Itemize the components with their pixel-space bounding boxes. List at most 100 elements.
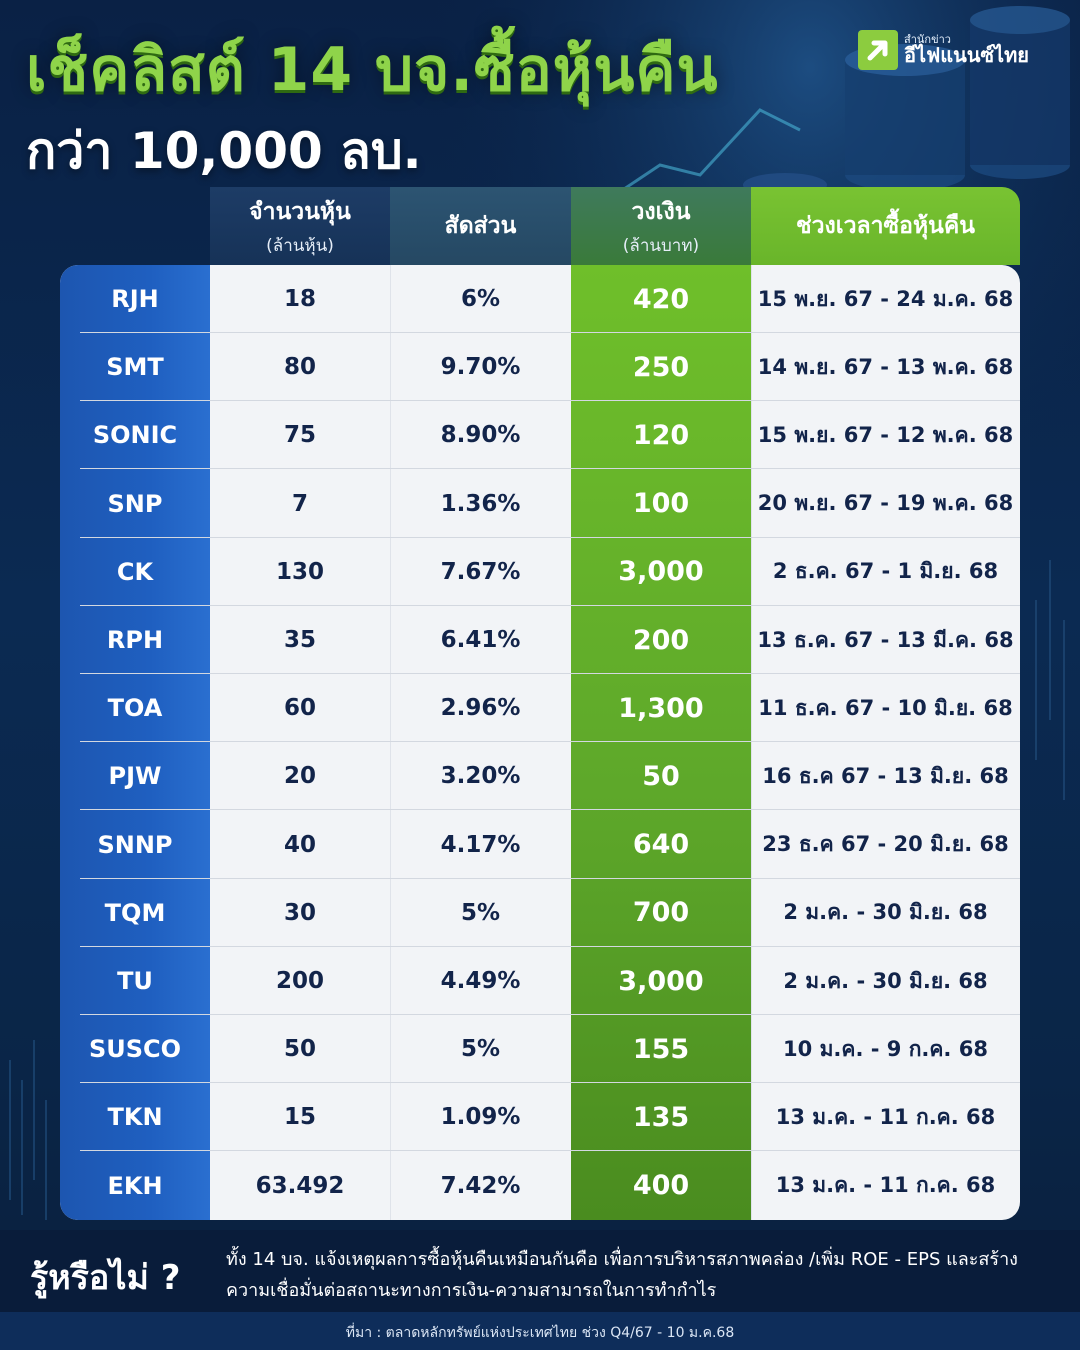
- row-divider: [80, 332, 1020, 333]
- logo-name: อีไฟแนนซ์ไทย: [904, 43, 1029, 68]
- ratio-cell: 7.42%: [440, 1172, 521, 1199]
- table-row: TOA 60 2.96% 1,300 11 ธ.ค. 67 - 10 มิ.ย. 68: [60, 674, 1020, 743]
- table-row: SONIC 75 8.90% 120 15 พ.ย. 67 - 12 พ.ค. 68: [60, 401, 1020, 470]
- shares-cell: 18: [283, 286, 316, 312]
- header-period: ช่วงเวลาซื้อหุ้นคืน: [751, 187, 1020, 265]
- ticker-cell: EKH: [107, 1171, 163, 1200]
- ratio-cell: 1.36%: [440, 490, 521, 517]
- period-cell: 10 ม.ค. - 9 ก.ค. 68: [783, 1036, 988, 1061]
- ticker-cell: CK: [116, 557, 154, 586]
- source-band: [0, 1312, 1080, 1350]
- ticker-cell: TQM: [104, 898, 166, 927]
- table-row: SUSCO 50 5% 155 10 ม.ค. - 9 ก.ค. 68: [60, 1015, 1020, 1084]
- amount-cell: 50: [642, 760, 680, 792]
- ratio-cell: 6%: [460, 286, 501, 312]
- row-divider: [80, 604, 1020, 606]
- did-you-know-label: รู้หรือไม่ ?: [30, 1258, 181, 1298]
- row-divider: [80, 536, 1020, 538]
- ticker-column-bg: [60, 265, 210, 1220]
- table-row: TQM 30 5% 700 2 ม.ค. - 30 มิ.ย. 68: [60, 879, 1020, 947]
- ticker-cell: PJW: [108, 762, 162, 791]
- table-row: RPH 35 6.41% 200 13 ธ.ค. 67 - 13 มี.ค. 68: [60, 606, 1020, 674]
- shares-cell: 20: [283, 763, 316, 790]
- period-cell: 13 ม.ค. - 11 ก.ค. 68: [775, 1173, 996, 1198]
- amount-cell: 120: [632, 419, 690, 451]
- row-divider: [80, 1150, 1020, 1152]
- ratio-cell: 4.49%: [440, 968, 521, 994]
- period-cell: 23 ธ.ค 67 - 20 มิ.ย. 68: [762, 832, 1009, 857]
- table-row: SNNP 40 4.17% 640 23 ธ.ค 67 - 20 มิ.ย. 68: [60, 811, 1020, 879]
- shares-cell: 50: [283, 1036, 316, 1063]
- row-divider: [80, 468, 1020, 470]
- header-shares: จำนวนหุ้น (ล้านหุ้น): [210, 187, 390, 265]
- shares-cell: 80: [283, 354, 316, 381]
- ratio-cell: 5%: [460, 899, 501, 926]
- shares-cell: 7: [291, 490, 308, 517]
- table-row: TU 200 4.49% 3,000 2 ม.ค. - 30 มิ.ย. 68: [60, 947, 1020, 1015]
- row-divider: [80, 1014, 1020, 1015]
- source-text: ที่มา : ตลาดหลักทรัพย์แห่งประเทศไทย ช่วง…: [345, 1325, 735, 1341]
- ratio-cell: 9.70%: [440, 354, 521, 381]
- footer-note: ทั้ง 14 บจ. แจ้งเหตุผลการซื้อหุ้นคืนเหมื…: [226, 1249, 1018, 1301]
- ticker-cell: SONIC: [92, 421, 178, 450]
- period-cell: 15 พ.ย. 67 - 12 พ.ค. 68: [757, 422, 1014, 447]
- shares-cell: 30: [283, 899, 316, 926]
- ticker-cell: SMT: [106, 353, 164, 382]
- table-row: TKN 15 1.09% 135 13 ม.ค. - 11 ก.ค. 68: [60, 1083, 1020, 1152]
- amount-cell: 100: [632, 488, 690, 520]
- ratio-cell: 2.96%: [440, 695, 521, 722]
- ratio-cell: 3.20%: [440, 763, 521, 790]
- header-ratio: สัดส่วน: [390, 187, 571, 265]
- ratio-cell: 4.17%: [440, 831, 521, 858]
- table-row: SMT 80 9.70% 250 14 พ.ย. 67 - 13 พ.ค. 68: [60, 333, 1020, 402]
- shares-cell: 40: [283, 831, 316, 858]
- amount-cell: 200: [632, 624, 690, 656]
- ticker-cell: TKN: [107, 1103, 163, 1132]
- header-amount: วงเงิน (ล้านบาท): [571, 187, 751, 265]
- amount-cell: 640: [632, 829, 690, 861]
- subtitle: กว่า 10,000 ลบ.: [26, 122, 422, 180]
- table-row: EKH 63.492 7.42% 400 13 ม.ค. - 11 ก.ค. 68: [60, 1152, 1020, 1220]
- period-cell: 15 พ.ย. 67 - 24 ม.ค. 68: [757, 286, 1014, 311]
- ticker-cell: TU: [117, 967, 153, 995]
- ticker-cell: SNP: [107, 489, 163, 518]
- row-divider: [80, 1082, 1020, 1084]
- ticker-cell: RPH: [106, 626, 164, 654]
- period-cell: 13 ม.ค. - 11 ก.ค. 68: [775, 1104, 996, 1129]
- row-divider: [80, 809, 1020, 811]
- row-divider: [80, 673, 1020, 674]
- row-divider: [80, 741, 1020, 743]
- shares-cell: 75: [283, 422, 316, 449]
- period-cell: 16 ธ.ค 67 - 13 มิ.ย. 68: [762, 763, 1009, 788]
- main-title: เช็คลิสต์ 14 บจ.ซื้อหุ้นคืน: [26, 35, 719, 105]
- amount-cell: 3,000: [618, 965, 704, 997]
- ratio-cell: 7.67%: [440, 558, 521, 585]
- ratio-cell: 5%: [460, 1036, 501, 1063]
- brand-logo: สำนักข่าว อีไฟแนนซ์ไทย: [858, 30, 1029, 70]
- column-divider: [751, 265, 752, 1220]
- ratio-cell: 8.90%: [440, 422, 521, 449]
- amount-cell: 700: [632, 897, 690, 929]
- logo-tagline: สำนักข่าว: [904, 32, 951, 46]
- ticker-cell: TOA: [107, 694, 163, 723]
- row-divider: [80, 945, 1020, 947]
- row-divider: [80, 877, 1020, 879]
- amount-cell: 3,000: [618, 556, 704, 588]
- buyback-table: RJH 18 6% 420 15 พ.ย. 67 - 24 ม.ค. 68 SMT 80 9.…: [60, 265, 1020, 1220]
- period-cell: 2 ม.ค. - 30 มิ.ย. 68: [783, 900, 988, 925]
- shares-cell: 35: [283, 627, 316, 653]
- ticker-cell: SNNP: [97, 830, 173, 859]
- amount-cell: 400: [632, 1170, 690, 1202]
- amount-cell: 250: [632, 351, 690, 383]
- table-row: CK 130 7.67% 3,000 2 ธ.ค. 67 - 1 มิ.ย. 68: [60, 538, 1020, 606]
- amount-cell: 135: [632, 1101, 690, 1133]
- table-row: PJW 20 3.20% 50 16 ธ.ค 67 - 13 มิ.ย. 68: [60, 742, 1020, 811]
- period-cell: 20 พ.ย. 67 - 19 พ.ค. 68: [757, 491, 1014, 516]
- amount-cell: 155: [632, 1033, 690, 1065]
- period-cell: 2 ธ.ค. 67 - 1 มิ.ย. 68: [772, 559, 999, 584]
- ratio-cell: 6.41%: [440, 627, 521, 653]
- shares-cell: 63.492: [255, 1172, 345, 1199]
- period-cell: 2 ม.ค. - 30 มิ.ย. 68: [783, 968, 988, 993]
- amount-column-bg: [571, 265, 751, 1220]
- period-cell: 14 พ.ย. 67 - 13 พ.ค. 68: [757, 354, 1014, 379]
